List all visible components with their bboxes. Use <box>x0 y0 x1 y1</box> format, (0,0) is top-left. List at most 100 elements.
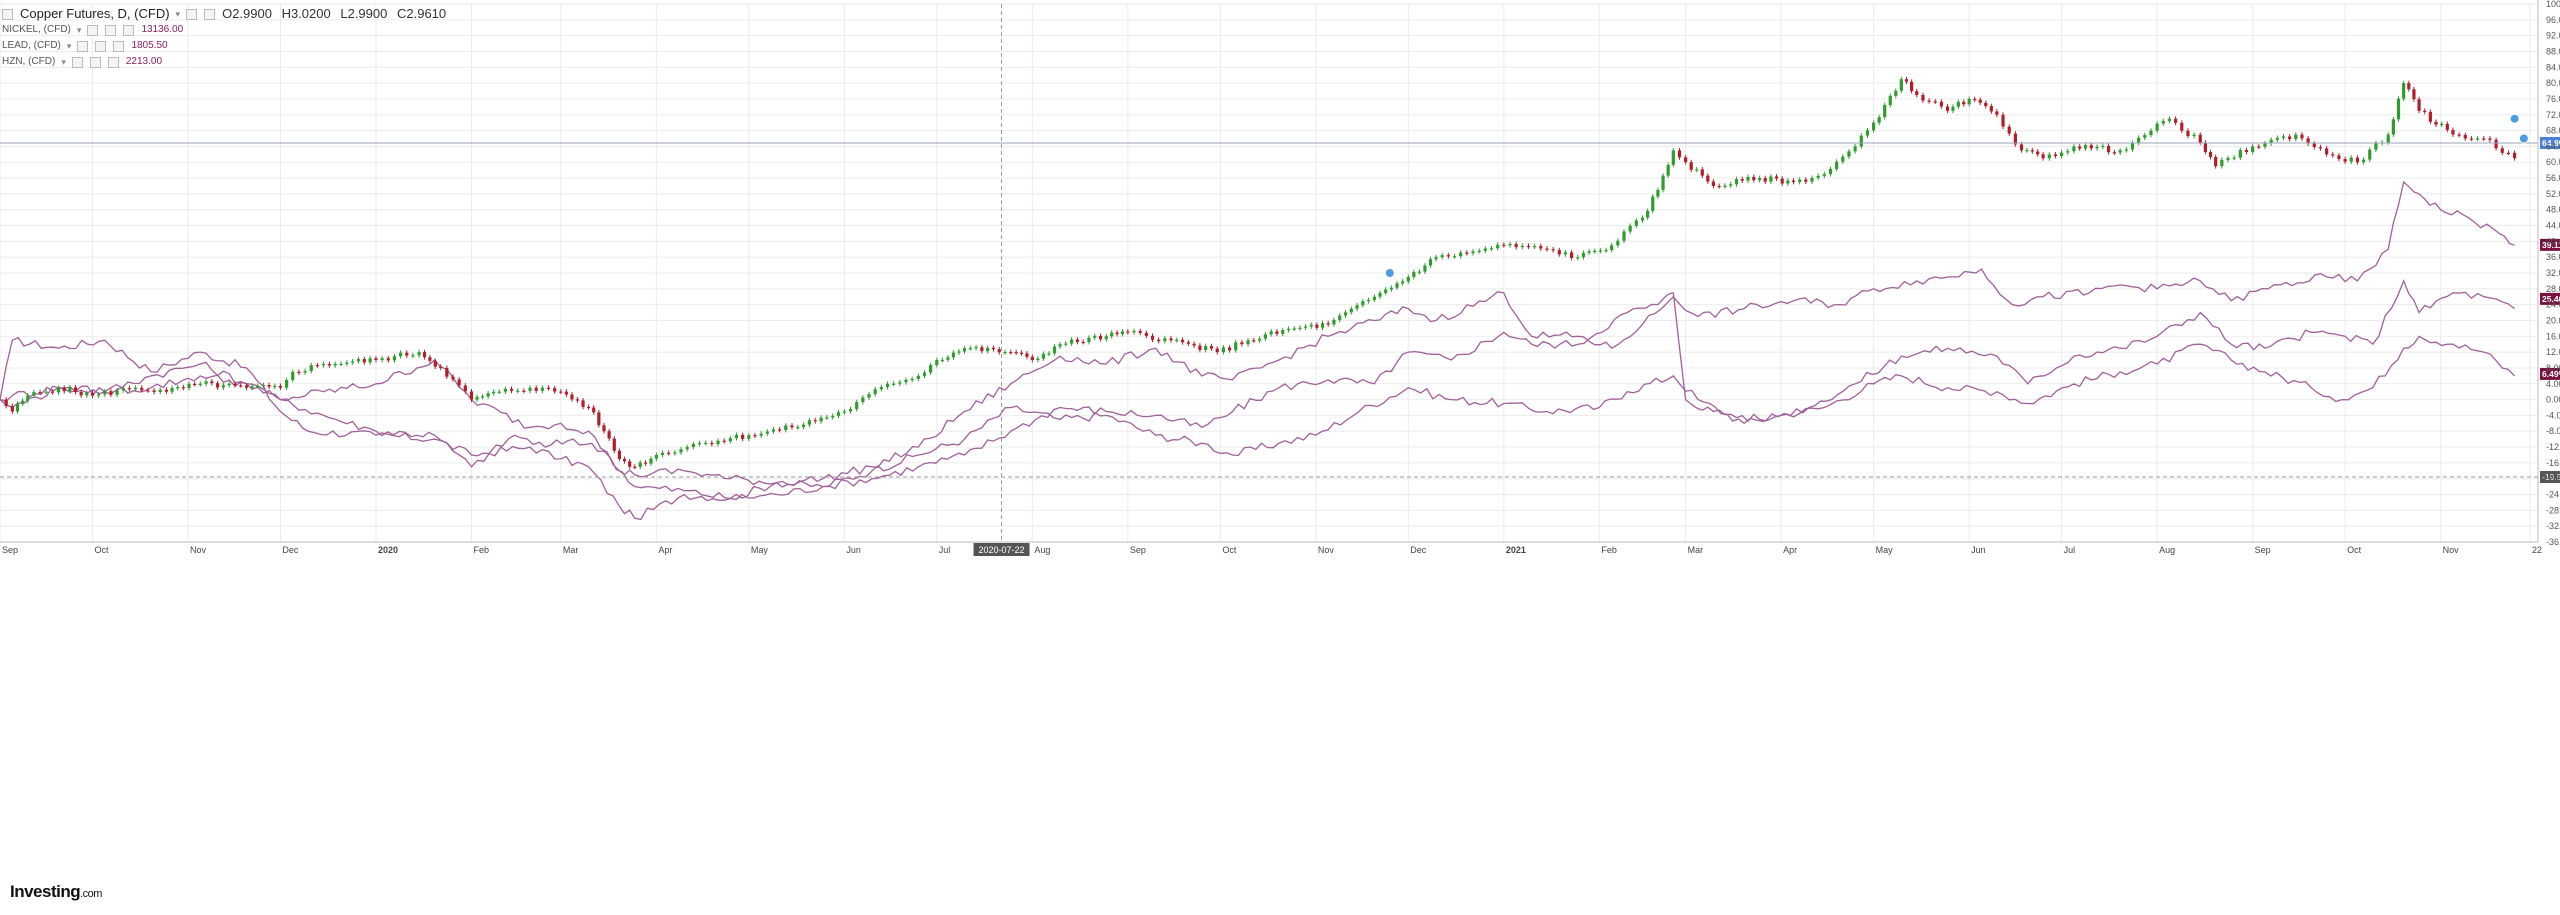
candle-body <box>2476 138 2480 140</box>
candle-body <box>1120 331 1125 335</box>
x-tick-label: Apr <box>658 545 672 555</box>
settings-icon[interactable] <box>186 8 198 20</box>
visibility-icon[interactable] <box>71 56 83 68</box>
candle-body <box>1003 352 1007 354</box>
candle-body <box>1355 305 1359 309</box>
candle-body <box>1064 343 1068 345</box>
candle-body <box>553 388 557 392</box>
candle-body <box>581 400 585 407</box>
candle-body <box>278 385 283 388</box>
candle-body <box>1180 339 1185 343</box>
candle-body <box>2506 152 2511 155</box>
candle-body <box>654 454 658 459</box>
candle-body <box>457 379 461 386</box>
close-icon[interactable] <box>113 40 125 52</box>
candle-body <box>1945 106 1950 111</box>
x-tick-label: Dec <box>282 545 299 555</box>
logo-text: Investing <box>10 882 81 901</box>
y-tick-label: 52.00% <box>2546 189 2560 199</box>
visibility-icon[interactable] <box>77 40 89 52</box>
candle-body <box>133 387 138 390</box>
candle-body <box>1221 347 1225 353</box>
candle-body <box>1030 356 1034 361</box>
close-icon[interactable] <box>204 8 216 20</box>
investing-logo[interactable]: Investing.com <box>10 882 102 902</box>
candle-body <box>1684 157 1688 163</box>
candle-body <box>2325 148 2329 155</box>
chevron-down-icon[interactable]: ▾ <box>76 25 82 35</box>
candle-body <box>2374 143 2378 150</box>
candle-body <box>62 387 66 392</box>
candle-body <box>1921 94 1925 101</box>
candle-body <box>392 356 397 361</box>
candle-body <box>2457 134 2461 136</box>
candle-body <box>1275 331 1279 334</box>
close-icon[interactable] <box>107 56 119 68</box>
candle-body <box>885 383 890 388</box>
candle-body <box>297 371 301 374</box>
legend-hzn-name: HZN, (CFD) <box>2 56 56 67</box>
y-tick-label: -36.00% <box>2546 537 2560 547</box>
settings-icon[interactable] <box>89 56 101 68</box>
candle-body <box>2440 123 2444 125</box>
candle-body <box>233 383 237 386</box>
candle-body <box>90 392 95 396</box>
candle-body <box>528 387 532 391</box>
candle-body <box>1616 240 1620 246</box>
candle-body <box>273 385 277 388</box>
candle-body <box>1320 323 1325 328</box>
candle-body <box>575 399 580 401</box>
candle-body <box>879 387 883 390</box>
candle-body <box>244 385 249 388</box>
candle-body <box>1252 340 1256 342</box>
candle-body <box>2013 133 2017 145</box>
y-tick-label: -8.00% <box>2546 426 2560 436</box>
candle-body <box>1446 255 1450 257</box>
collapse-icon[interactable] <box>2 8 13 20</box>
close-icon[interactable] <box>123 24 135 36</box>
y-tick-label: 72.00% <box>2546 110 2560 120</box>
y-tick-label: 36.00% <box>2546 252 2560 262</box>
chevron-down-icon[interactable]: ▾ <box>61 57 66 67</box>
candle-body <box>1587 251 1591 253</box>
visibility-icon[interactable] <box>87 24 99 36</box>
candle-body <box>1899 79 1903 91</box>
settings-icon[interactable] <box>105 24 117 36</box>
candle-body <box>1700 169 1704 176</box>
candle-body <box>1514 244 1518 248</box>
settings-icon[interactable] <box>95 40 107 52</box>
candle-body <box>2143 135 2147 138</box>
candle-body <box>592 407 596 413</box>
candle-body <box>1157 339 1161 342</box>
candle-body <box>1563 252 1568 255</box>
legend-row-hzn: HZN, (CFD) ▾ 2213.00 <box>2 54 452 70</box>
y-tick-label: 0.00% <box>2546 395 2560 405</box>
candle-body <box>475 396 479 400</box>
candle-body <box>1610 245 1614 251</box>
candle-body <box>1865 130 1870 136</box>
legend-row-nickel: NICKEL, (CFD) ▾ 13136.00 <box>2 22 452 38</box>
candle-body <box>2482 138 2486 140</box>
candle-body <box>463 385 467 392</box>
candle-body <box>1093 335 1097 338</box>
candle-body <box>1281 330 1285 334</box>
candle-body <box>1545 248 1549 250</box>
candle-body <box>1995 111 1999 115</box>
x-tick-label: Sep <box>1130 545 1146 555</box>
chevron-down-icon[interactable]: ▾ <box>66 41 72 51</box>
candle-body <box>2312 143 2316 148</box>
x-tick-label: May <box>751 545 769 555</box>
candle-body <box>1651 196 1655 211</box>
candle-body <box>1227 347 1232 351</box>
candle-body <box>916 375 920 379</box>
candle-body <box>1883 104 1887 118</box>
candle-body <box>2391 119 2395 135</box>
candle-body <box>2066 151 2070 153</box>
candle-body <box>315 365 320 367</box>
y-tick-label: 76.00% <box>2546 94 2560 104</box>
candle-body <box>115 390 119 395</box>
x-tick-label: May <box>1876 545 1894 555</box>
chevron-down-icon[interactable]: ▾ <box>175 9 181 19</box>
